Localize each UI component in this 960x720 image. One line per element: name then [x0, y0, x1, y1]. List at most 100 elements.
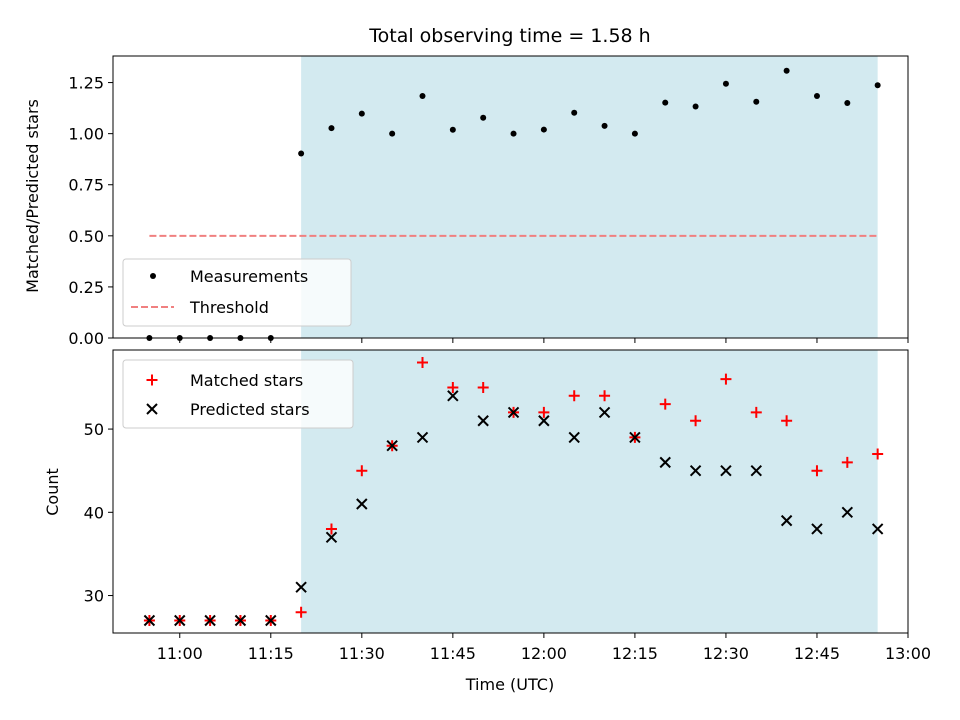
predicted-star-point	[507, 406, 520, 419]
predicted-star-point	[386, 440, 398, 452]
matched-star-point	[599, 390, 611, 402]
matched-star-point	[781, 415, 793, 427]
bottom-y-tick-label: 40	[84, 503, 104, 522]
measurement-point	[692, 103, 699, 110]
measurement-point	[358, 110, 365, 117]
top-y-tick-label: 0.75	[68, 176, 104, 195]
x-tick-label: 12:45	[794, 644, 840, 663]
predicted-star-point	[265, 614, 277, 627]
predicted-star-point	[598, 406, 611, 419]
top-y-tick-label: 0.50	[68, 227, 104, 246]
measurement-point	[510, 130, 517, 137]
matched-star-point	[811, 465, 823, 477]
predicted-star-point	[204, 614, 216, 627]
matched-star-point	[750, 406, 762, 418]
top-observing-window-shade	[301, 56, 878, 338]
predicted-star-point	[659, 456, 671, 469]
x-tick-label: 11:30	[339, 644, 385, 663]
bottom-y-axis-label: Count	[43, 468, 62, 516]
measurement-point	[601, 122, 608, 129]
predicted-star-point	[750, 464, 762, 477]
measurement-point	[631, 130, 638, 137]
predicted-star-point	[538, 415, 550, 427]
legend-predicted-label: Predicted stars	[190, 400, 310, 419]
bottom-y-tick-label: 30	[84, 587, 104, 606]
matched-star-point	[356, 465, 368, 477]
predicted-star-point	[689, 464, 702, 477]
measurement-point	[783, 67, 790, 74]
predicted-star-point	[174, 614, 186, 627]
x-tick-label: 12:30	[703, 644, 749, 663]
matched-star-point	[325, 523, 337, 535]
measurement-point	[874, 82, 881, 89]
measurement-point	[571, 109, 578, 116]
bottom-y-tick-label: 50	[84, 420, 104, 439]
bottom-legend: Matched stars Predicted stars	[122, 359, 354, 429]
predicted-star-point	[295, 581, 307, 593]
top-plot-area: 0.00 0.25 0.50 0.75 1.00 1.25 Measurements Thre…	[68, 55, 909, 348]
predicted-star-point	[629, 431, 641, 444]
x-tick-label: 11:00	[157, 644, 203, 663]
legend-matched-label: Matched stars	[190, 371, 303, 390]
predicted-star-point	[477, 415, 489, 427]
legend-measurements-label: Measurements	[190, 267, 308, 286]
matched-star-point	[841, 456, 853, 468]
top-legend: Measurements Threshold	[122, 258, 352, 327]
top-legend-box	[122, 258, 352, 327]
bottom-observing-window-shade	[301, 350, 878, 633]
bottom-axes-frame	[112, 349, 909, 634]
measurement-point	[298, 150, 305, 157]
x-tick-label: 12:15	[612, 644, 658, 663]
predicted-star-point	[841, 506, 854, 519]
matched-star-point	[295, 606, 307, 618]
top-y-tick-label: 1.00	[68, 125, 104, 144]
matched-star-point	[659, 398, 671, 410]
measurement-point	[389, 130, 396, 137]
predicted-star-point	[234, 614, 247, 627]
top-y-tick-label: 0.00	[68, 329, 104, 348]
bottom-plot-area: 11:00 11:15 11:30 11:45 12:00 12:15 12:30 12:45…	[84, 349, 931, 663]
bottom-legend-box	[122, 359, 354, 429]
matched-star-point	[538, 406, 550, 418]
predicted-star-point	[325, 531, 338, 543]
measurement-point	[662, 99, 669, 106]
predicted-star-point	[871, 523, 884, 535]
x-tick-label: 12:00	[521, 644, 567, 663]
measurement-point	[753, 98, 760, 105]
predicted-star-point	[416, 431, 429, 444]
measurement-point	[844, 100, 851, 106]
matched-star-point	[568, 390, 580, 402]
legend-predicted-marker	[146, 403, 158, 415]
legend-threshold-label: Threshold	[189, 298, 269, 317]
predicted-star-point	[568, 431, 580, 444]
predicted-star-point	[720, 464, 732, 477]
matched-star-point	[477, 381, 489, 393]
matched-star-point	[417, 356, 429, 368]
measurement-point	[419, 93, 426, 100]
chart-title: Total observing time = 1.58 h	[368, 25, 650, 47]
top-axes-frame	[112, 55, 909, 339]
x-tick-label: 11:15	[248, 644, 294, 663]
measurement-point	[480, 114, 487, 121]
measurement-point	[540, 126, 547, 133]
x-tick-label: 11:45	[430, 644, 476, 663]
predicted-star-point	[143, 614, 156, 627]
matched-star-point	[720, 373, 732, 385]
top-y-axis-label: Matched/Predicted stars	[23, 99, 42, 293]
measurement-point	[328, 125, 335, 132]
legend-matched-marker	[146, 374, 158, 386]
predicted-star-point	[356, 498, 368, 510]
predicted-star-point	[811, 523, 823, 535]
x-axis-label: Time (UTC)	[465, 675, 554, 694]
predicted-star-point	[780, 514, 793, 527]
measurement-point	[722, 80, 729, 87]
top-y-tick-label: 1.25	[68, 74, 104, 93]
matched-star-point	[447, 381, 459, 393]
matched-star-point	[690, 415, 702, 427]
legend-measurements-marker	[150, 273, 156, 279]
measurement-point	[813, 93, 820, 100]
measurement-point	[449, 126, 456, 133]
x-tick-label: 13:00	[885, 644, 931, 663]
matched-star-point	[872, 448, 884, 460]
